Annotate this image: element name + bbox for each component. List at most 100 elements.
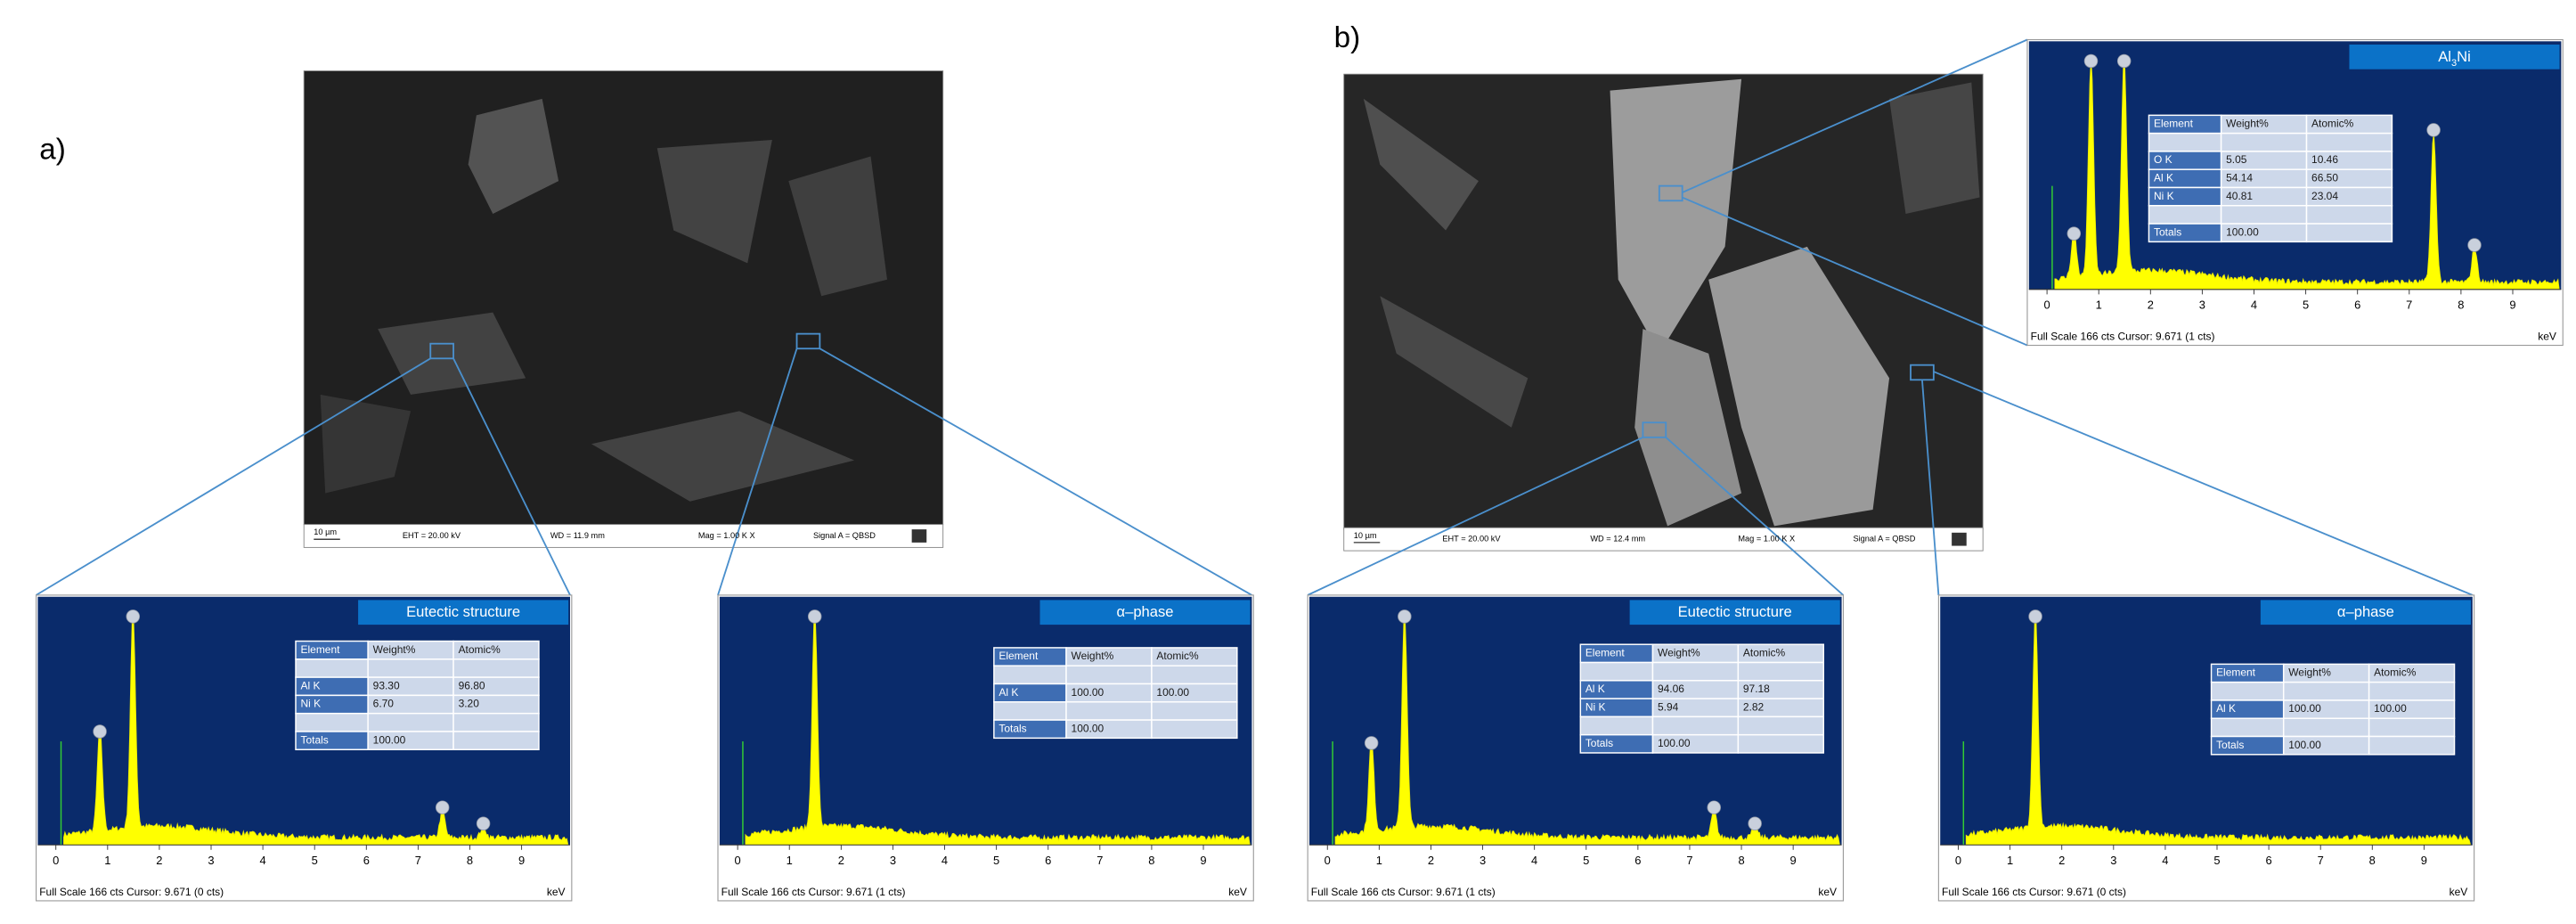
table-text: 66.50 bbox=[2311, 172, 2338, 184]
table-text: 5.05 bbox=[2226, 153, 2247, 166]
eds-panel: 0 1 2 3 4 5 6 7 8 9 keV Full Scale 166 cts Cursor: … bbox=[1937, 594, 2475, 902]
table-text: Al K bbox=[999, 686, 1018, 699]
table-text: Al K bbox=[2154, 172, 2173, 184]
table-cell bbox=[295, 712, 369, 732]
table-cell bbox=[1651, 715, 1740, 736]
x-tick-label: 5 bbox=[993, 854, 999, 867]
x-tick-label: 1 bbox=[2007, 854, 2013, 867]
peak-marker bbox=[2083, 53, 2099, 69]
table-text: Atomic% bbox=[459, 643, 501, 656]
sem-image-a bbox=[303, 70, 944, 548]
sem-signal: Signal A = QBSD bbox=[1853, 535, 1915, 544]
table-cell bbox=[452, 731, 540, 751]
table-cell bbox=[452, 712, 540, 732]
title-part: Al bbox=[2438, 48, 2451, 65]
x-tick-label: 1 bbox=[104, 854, 110, 867]
table-text: 100.00 bbox=[2374, 702, 2407, 715]
x-tick-label: 6 bbox=[1045, 854, 1051, 867]
unit-label: keV bbox=[1818, 886, 1837, 898]
unit-label: keV bbox=[1228, 886, 1247, 898]
x-tick-label: 8 bbox=[2369, 854, 2376, 867]
peak-marker bbox=[93, 724, 107, 739]
x-tick-label: 7 bbox=[415, 854, 421, 867]
table-text: 2.82 bbox=[1743, 700, 1765, 713]
x-tick-label: 8 bbox=[1148, 854, 1154, 867]
x-tick-label: 8 bbox=[2458, 298, 2464, 312]
table-cell bbox=[2368, 717, 2456, 738]
peak-marker bbox=[1398, 609, 1412, 624]
table-text: 23.04 bbox=[2311, 190, 2338, 202]
table-cell bbox=[2148, 205, 2222, 225]
peak-marker bbox=[2116, 53, 2132, 69]
table-cell bbox=[1737, 733, 1825, 754]
title-part: Eutectic structure bbox=[406, 604, 520, 621]
x-tick-label: 3 bbox=[2110, 854, 2116, 867]
table-text: Weight% bbox=[2226, 118, 2269, 130]
unit-label: keV bbox=[2450, 886, 2468, 898]
table-text: 6.70 bbox=[373, 698, 395, 710]
table-cell bbox=[2305, 132, 2393, 152]
x-tick-label: 2 bbox=[1428, 854, 1434, 867]
table-text: Atomic% bbox=[2374, 666, 2417, 679]
table-text: Element bbox=[2154, 118, 2194, 130]
table-cell bbox=[993, 701, 1067, 721]
x-tick-label: 7 bbox=[1096, 854, 1103, 867]
x-tick-label: 4 bbox=[2251, 298, 2257, 312]
table-text: Atomic% bbox=[1743, 647, 1786, 659]
x-tick-label: 2 bbox=[156, 854, 162, 867]
table-cell bbox=[2220, 132, 2308, 152]
table-text: Totals bbox=[1586, 737, 1613, 749]
x-tick-label: 4 bbox=[942, 854, 948, 867]
footer: Full Scale 166 cts Cursor: 9.671 (0 cts) bbox=[39, 886, 224, 898]
spectrum bbox=[1965, 610, 2472, 846]
table-text: 100.00 bbox=[1072, 686, 1105, 699]
table-text: Totals bbox=[2154, 225, 2181, 238]
table-text: Totals bbox=[301, 733, 329, 746]
title-part: α–phase bbox=[2337, 604, 2394, 621]
logo bbox=[911, 529, 927, 543]
panel-title: Eutectic structure bbox=[1678, 604, 1792, 621]
scale-bar-label: 10 µm bbox=[314, 527, 337, 536]
x-tick-label: 7 bbox=[2406, 298, 2412, 312]
table-text: Element bbox=[2216, 666, 2256, 679]
panel-title: α–phase bbox=[2337, 604, 2394, 621]
spectrum bbox=[745, 612, 1251, 846]
table-cell bbox=[1737, 661, 1825, 682]
footer: Full Scale 166 cts Cursor: 9.671 (1 cts) bbox=[721, 886, 906, 898]
table-cell bbox=[1065, 665, 1153, 685]
table-cell bbox=[2210, 681, 2285, 701]
x-tick-label: 0 bbox=[1955, 854, 1961, 867]
footer: Full Scale 166 cts Cursor: 9.671 (1 cts) bbox=[1311, 886, 1496, 898]
peak-marker bbox=[1707, 800, 1722, 814]
table-cell bbox=[2282, 681, 2370, 701]
peak-marker bbox=[435, 800, 450, 814]
panel-label: b) bbox=[1334, 21, 1361, 54]
x-tick-label: 8 bbox=[467, 854, 473, 867]
sem-eht: EHT = 20.00 kV bbox=[1442, 535, 1501, 544]
x-tick-label: 7 bbox=[1686, 854, 1692, 867]
table-text: Totals bbox=[999, 722, 1026, 734]
title-part: α–phase bbox=[1117, 604, 1174, 621]
table-text: Weight% bbox=[2288, 666, 2331, 679]
table-text: 10.46 bbox=[2311, 153, 2338, 166]
x-tick-label: 9 bbox=[2509, 298, 2515, 312]
panel-title: Al3Ni bbox=[2438, 48, 2471, 69]
x-tick-label: 3 bbox=[1480, 854, 1486, 867]
table-text: 100.00 bbox=[1658, 737, 1691, 749]
table-text: Ni K bbox=[301, 698, 322, 710]
sem-wd: WD = 12.4 mm bbox=[1590, 535, 1645, 544]
table-cell bbox=[367, 712, 454, 732]
table-text: 100.00 bbox=[373, 733, 406, 746]
eds-panel: 0 1 2 3 4 5 6 7 8 9 keV Full Scale 166 cts Cursor: … bbox=[717, 594, 1254, 902]
table-text: Al K bbox=[301, 679, 321, 691]
title-box bbox=[2349, 45, 2560, 70]
eds-panel: 0 1 2 3 4 5 6 7 8 9 keV Full Scale 166 cts Cursor: … bbox=[2026, 38, 2564, 347]
peak-marker bbox=[1748, 816, 1762, 831]
x-tick-label: 0 bbox=[1325, 854, 1331, 867]
table-text: 94.06 bbox=[1658, 683, 1684, 695]
title-box bbox=[358, 600, 569, 626]
x-tick-label: 2 bbox=[838, 854, 844, 867]
x-tick-label: 9 bbox=[518, 854, 525, 867]
x-tick-label: 6 bbox=[2354, 298, 2360, 312]
